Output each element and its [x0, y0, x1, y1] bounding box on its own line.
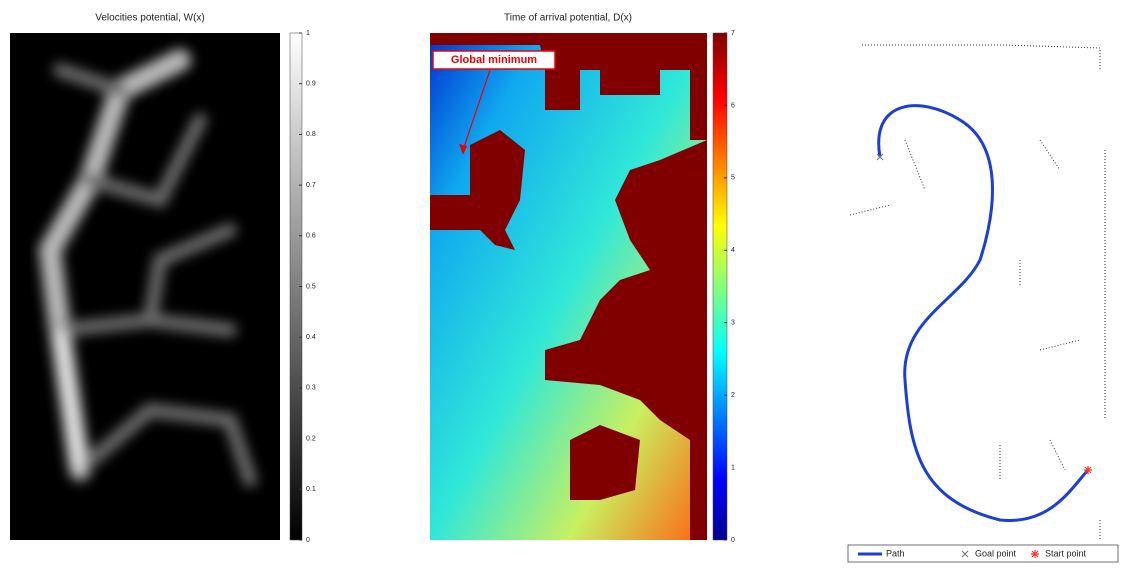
colorbar-tick-label: 1: [306, 30, 310, 37]
marker: [876, 153, 884, 161]
marker: [1031, 550, 1039, 558]
path: [877, 104, 1090, 522]
legend-label: Path: [886, 548, 905, 558]
panel-title: Time of arrival potential, D(x): [504, 13, 632, 24]
annotation-arrow: [462, 69, 491, 151]
colorbar-tick-label: 0.7: [306, 182, 316, 189]
annotation-box: [432, 50, 556, 70]
marker: [961, 550, 969, 558]
colorbar-tick-label: 7: [731, 30, 735, 37]
colorbar-tick-label: 1: [731, 464, 735, 471]
colorbar-tick-label: 0.3: [306, 385, 316, 392]
obstacles: [430, 33, 707, 540]
colorbar-tick-label: 0.6: [306, 233, 316, 240]
colorbar-tick-label: 0.2: [306, 435, 316, 442]
colorbar-tick-label: 0.4: [306, 334, 316, 341]
arrow-head: [459, 144, 467, 155]
colorbar-tick-label: 2: [731, 392, 735, 399]
legend-label: Goal point: [975, 548, 1017, 558]
map-points: [849, 44, 1106, 540]
panel-title: Velocities potential, W(x): [95, 13, 205, 24]
colorbar-tick-label: 0.9: [306, 81, 316, 88]
colorbar-tick-label: 6: [731, 102, 735, 109]
colorbar-tick-label: 5: [731, 175, 735, 182]
colorbar-tick-label: 3: [731, 320, 735, 327]
legend-label: Start point: [1045, 548, 1087, 558]
colorbar-tick-label: 0.1: [306, 486, 316, 493]
colorbar-tick-label: 0.8: [306, 131, 316, 138]
legend: Path Goal point Start point: [847, 544, 1119, 563]
heatmap-field: [38, 49, 257, 487]
colorbar-tick-label: 0: [306, 537, 310, 544]
colorbar-tick-label: 0: [731, 537, 735, 544]
colorbar-tick-label: 4: [731, 247, 735, 254]
colorbar: [712, 32, 728, 541]
colorbar-tick-label: 0.5: [306, 283, 316, 290]
legend-box: [847, 544, 1119, 563]
marker: [1084, 466, 1092, 474]
annotation: Global minimum: [451, 54, 537, 66]
